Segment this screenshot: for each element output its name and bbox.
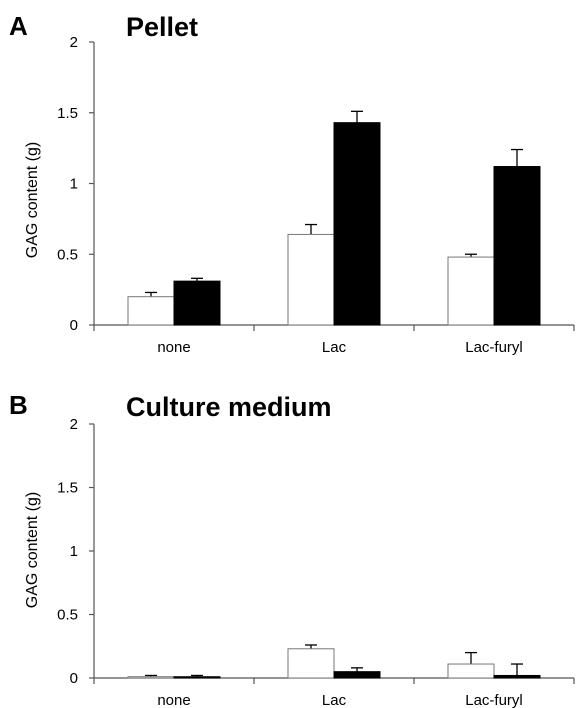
panel-a-category-label: none [157, 339, 190, 356]
panel-b-y-tick-label: 1.5 [57, 480, 78, 497]
panel-a-bar [447, 256, 495, 326]
panel-b-category-label: Lac [322, 692, 347, 708]
panel-b-plot: 0 0.5 1 1.5 2 none Lac Lac-furyl [57, 416, 575, 708]
panel-a-bar [173, 280, 221, 326]
panel-b-bar [493, 674, 541, 679]
panel-b-bar [333, 671, 381, 679]
panel-a-y-tick-label: 1 [70, 176, 78, 193]
panel-a-category-label: Lac-furyl [465, 339, 523, 356]
panel-a-y-tick-label: 2 [70, 34, 78, 51]
panel-a-category-label: Lac [322, 339, 347, 356]
panel-a-y-tick-label: 0.5 [57, 246, 78, 263]
panel-a-plot: 0 0.5 1 1.5 2 none Lac Lac-furyl [57, 34, 575, 356]
panel-a-y-axis-title: GAG content (g) [24, 142, 41, 259]
panel-b-y-tick-label: 0.5 [57, 607, 78, 624]
panel-a-bar [127, 296, 175, 326]
panel-a-bar [493, 166, 541, 326]
panel-a-y-tick-label: 0 [70, 317, 78, 334]
panel-a-title: Pellet [126, 12, 198, 42]
panel-b-category-label: Lac-furyl [465, 692, 523, 708]
panel-b-bar [127, 676, 175, 679]
panel-a-bar [287, 233, 335, 326]
panel-a-bar [333, 122, 381, 326]
panel-b-y-tick-label: 2 [70, 416, 78, 433]
panel-b-bar [287, 648, 335, 679]
panel-b-letter: B [9, 390, 28, 420]
panel-b-y-tick-label: 0 [70, 670, 78, 687]
panel-b-y-axis-title: GAG content (g) [24, 492, 41, 609]
panel-b-bar [173, 676, 221, 679]
panel-a-y-tick-label: 1.5 [57, 105, 78, 122]
panel-b-y-tick-label: 1 [70, 543, 78, 560]
panel-b-category-label: none [157, 692, 190, 708]
panel-b-title: Culture medium [126, 392, 332, 422]
panel-a-letter: A [9, 11, 28, 41]
panel-b-bar [447, 663, 495, 679]
